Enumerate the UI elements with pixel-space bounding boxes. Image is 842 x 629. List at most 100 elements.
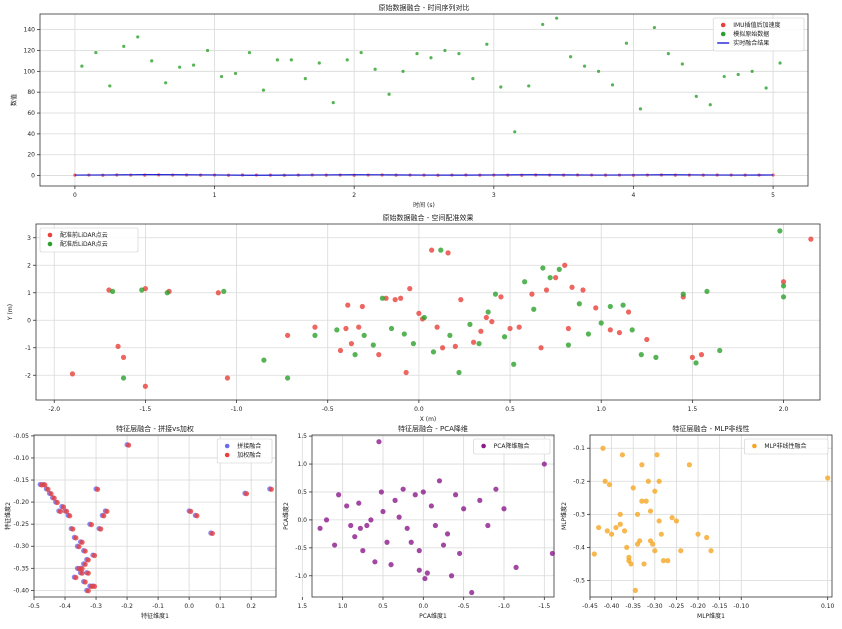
data-point [652,25,657,30]
legend-label: IMU插值后加速度 [733,21,780,29]
data-point [555,16,559,20]
data-point [219,74,224,79]
data-point [80,64,84,68]
chart-title: 特征层融合 - PCA降维 [398,424,468,433]
x-tick-label: -0.5 [28,603,40,610]
data-point [485,309,491,315]
x-tick-label: -0.10 [733,603,749,610]
legend-label: 模拟原始数据 [733,30,769,38]
data-point [596,524,602,531]
data-point [348,522,354,529]
data-point [344,503,350,509]
data-point [604,528,610,534]
legend-box [216,438,273,464]
data-point [91,583,98,590]
data-point [360,548,366,554]
data-point [680,291,686,297]
data-point [694,94,698,98]
data-point [617,521,623,527]
data-point [82,561,88,567]
legend-label: MLP非线性融合 [764,442,806,450]
y-tick-label: 20 [27,152,35,159]
data-point [626,554,632,560]
data-point [85,557,91,563]
data-point [808,236,814,242]
data-point [275,58,279,62]
x-tick-label: -0.3 [90,603,102,610]
data-point [666,52,670,56]
data-point [221,288,227,294]
series-line [74,174,774,176]
data-point [79,566,85,572]
data-point [638,352,644,358]
data-point [352,352,358,358]
data-point [303,77,307,81]
plot-frame [39,13,809,187]
y-tick-label: -0.05 [13,433,29,440]
data-point [632,587,638,593]
data-point [312,332,318,338]
plot-frame [311,434,555,598]
data-point [398,295,404,301]
data-point [85,588,91,594]
data-point [334,327,340,333]
data-point [777,228,783,234]
data-point [400,486,406,492]
legend-marker [752,443,757,449]
x-axis-label: 时间 (s) [413,201,435,209]
data-point [458,297,464,303]
data-point [621,528,628,534]
y-tick-label: -0.30 [13,543,29,550]
data-point [541,461,547,467]
legend: MLP非线性融合 [744,438,829,455]
data-point [606,481,613,488]
data-point [404,525,410,531]
data-point [630,485,636,491]
chart-c4: 1.5 1.0 0.5 0.0 -0.5 -1.0 -1.5 -1.0 -0.5 0.0 0.5 1.… [282,424,555,620]
data-point [498,294,504,300]
y-tick-label: -0.4 [573,544,585,551]
data-point [376,439,382,445]
data-point [438,247,444,253]
data-point [317,61,321,65]
data-point [447,332,453,338]
data-point [205,48,210,53]
data-point [142,383,148,389]
x-axis-label: 特征维度1 [141,612,169,620]
data-point [422,575,428,582]
data-point [348,341,355,347]
data-point [617,511,623,517]
y-tick-label: 40 [27,131,35,138]
y-axis-label: 特征维度2 [4,502,12,530]
data-point [598,320,604,326]
data-point [469,589,475,596]
data-point [643,498,649,504]
data-point [467,321,473,327]
data-point [452,492,459,498]
chart-c3: -0.5 -0.4 -0.3 -0.2 -0.1 0.0 0.1 0.2 -0.40 -0.35 -… [4,424,277,620]
data-point [610,83,615,87]
x-tick-label: -0.35 [625,603,641,610]
data-point [285,375,291,381]
data-point [247,50,252,55]
data-point [387,92,391,96]
data-point [541,22,545,27]
data-point [686,462,692,468]
data-point [620,302,626,308]
x-tick-label: 5 [771,192,775,199]
x-tick-label: 4 [632,192,636,199]
data-point [70,526,76,532]
data-point [268,486,274,492]
data-point [82,579,88,585]
data-point [569,284,575,290]
data-point [60,504,67,510]
data-point [164,81,168,85]
y-tick-label: 0.0 [297,517,307,524]
data-point [429,56,433,60]
data-point [416,548,422,554]
data-point [436,478,443,484]
y-tick-label: -0.3 [573,511,585,518]
data-point [665,558,671,564]
data-point [471,77,475,81]
